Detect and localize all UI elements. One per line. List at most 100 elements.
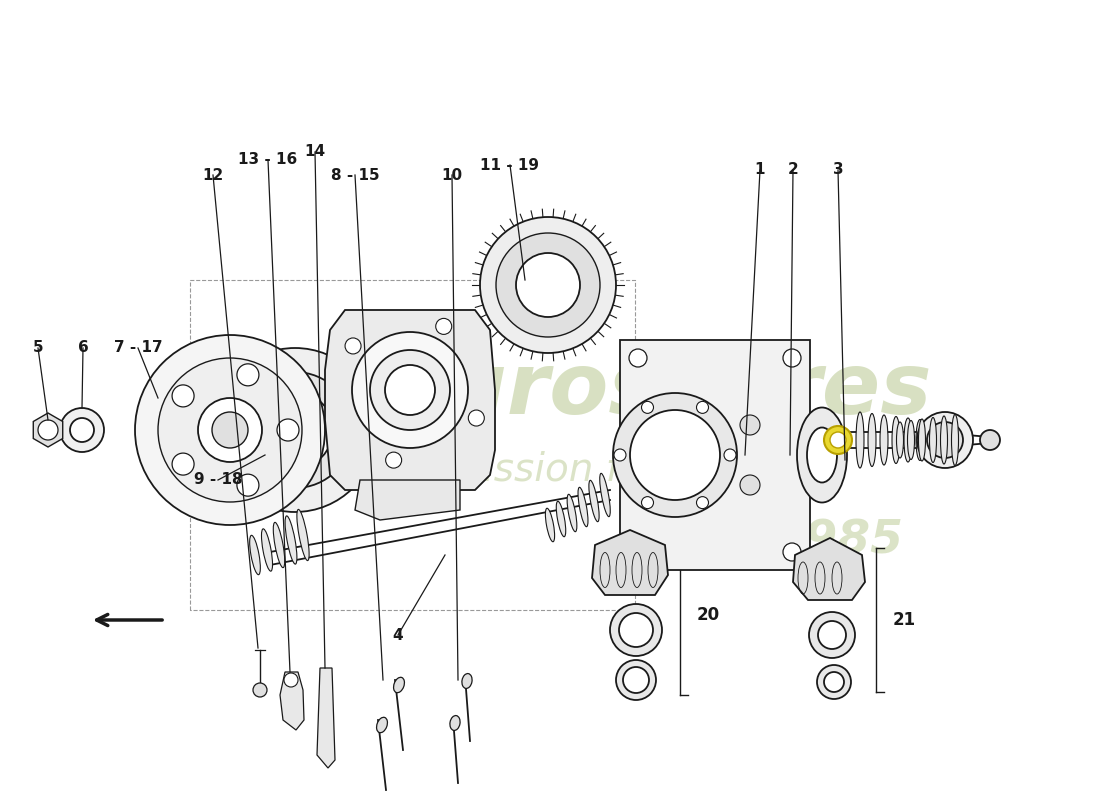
Circle shape bbox=[213, 348, 377, 512]
Ellipse shape bbox=[896, 422, 903, 458]
Circle shape bbox=[236, 474, 258, 496]
Ellipse shape bbox=[916, 419, 924, 461]
Text: 4: 4 bbox=[393, 627, 404, 642]
Ellipse shape bbox=[557, 502, 565, 537]
Ellipse shape bbox=[908, 421, 914, 459]
Ellipse shape bbox=[807, 427, 837, 482]
Ellipse shape bbox=[376, 718, 387, 733]
Ellipse shape bbox=[578, 487, 588, 526]
Polygon shape bbox=[793, 538, 865, 600]
Circle shape bbox=[927, 422, 962, 458]
Circle shape bbox=[158, 358, 302, 502]
Polygon shape bbox=[355, 480, 460, 520]
Circle shape bbox=[172, 453, 194, 475]
Text: since 1985: since 1985 bbox=[617, 518, 903, 562]
Circle shape bbox=[783, 543, 801, 561]
Ellipse shape bbox=[600, 474, 610, 517]
Circle shape bbox=[824, 672, 844, 692]
Ellipse shape bbox=[930, 418, 936, 462]
Ellipse shape bbox=[798, 407, 847, 502]
Text: a passion for parts: a passion for parts bbox=[409, 451, 771, 489]
Circle shape bbox=[253, 683, 267, 697]
Ellipse shape bbox=[940, 416, 947, 464]
Circle shape bbox=[39, 420, 58, 440]
Circle shape bbox=[629, 543, 647, 561]
Circle shape bbox=[830, 432, 846, 448]
Ellipse shape bbox=[546, 508, 554, 542]
Ellipse shape bbox=[394, 678, 405, 693]
Text: 3: 3 bbox=[833, 162, 844, 178]
Polygon shape bbox=[592, 530, 668, 595]
Circle shape bbox=[60, 408, 104, 452]
Circle shape bbox=[436, 318, 452, 334]
Circle shape bbox=[818, 621, 846, 649]
Ellipse shape bbox=[273, 522, 285, 568]
Circle shape bbox=[917, 412, 974, 468]
Circle shape bbox=[613, 393, 737, 517]
Circle shape bbox=[629, 349, 647, 367]
Circle shape bbox=[236, 372, 353, 488]
Circle shape bbox=[345, 338, 361, 354]
Circle shape bbox=[740, 415, 760, 435]
Ellipse shape bbox=[285, 516, 297, 564]
Circle shape bbox=[696, 402, 708, 414]
Text: 6: 6 bbox=[78, 341, 88, 355]
Text: 12: 12 bbox=[202, 167, 223, 182]
Text: 2: 2 bbox=[788, 162, 799, 178]
Polygon shape bbox=[317, 668, 336, 768]
Text: 1: 1 bbox=[755, 162, 766, 178]
Circle shape bbox=[212, 412, 248, 448]
Polygon shape bbox=[33, 413, 63, 447]
Circle shape bbox=[386, 452, 402, 468]
Ellipse shape bbox=[462, 674, 472, 689]
Ellipse shape bbox=[928, 421, 936, 459]
Ellipse shape bbox=[568, 494, 576, 532]
Circle shape bbox=[980, 430, 1000, 450]
Text: eurospares: eurospares bbox=[387, 349, 933, 431]
Circle shape bbox=[496, 233, 600, 337]
Ellipse shape bbox=[868, 414, 876, 466]
Circle shape bbox=[740, 475, 760, 495]
Ellipse shape bbox=[952, 414, 958, 466]
Circle shape bbox=[630, 410, 720, 500]
Ellipse shape bbox=[450, 715, 460, 730]
Circle shape bbox=[236, 364, 258, 386]
Circle shape bbox=[641, 402, 653, 414]
Text: 7 - 17: 7 - 17 bbox=[113, 341, 163, 355]
Circle shape bbox=[516, 253, 580, 317]
Circle shape bbox=[824, 426, 852, 454]
Text: 5: 5 bbox=[33, 341, 43, 355]
Text: 14: 14 bbox=[305, 145, 326, 159]
Circle shape bbox=[284, 673, 298, 687]
Circle shape bbox=[198, 398, 262, 462]
Polygon shape bbox=[280, 672, 304, 730]
Circle shape bbox=[641, 497, 653, 509]
Circle shape bbox=[623, 667, 649, 693]
Circle shape bbox=[135, 335, 324, 525]
Circle shape bbox=[619, 613, 653, 647]
Ellipse shape bbox=[297, 510, 309, 561]
Circle shape bbox=[385, 365, 435, 415]
Text: 9 - 18: 9 - 18 bbox=[194, 473, 242, 487]
Text: 13 - 16: 13 - 16 bbox=[239, 153, 298, 167]
Polygon shape bbox=[324, 310, 495, 490]
Text: 8 - 15: 8 - 15 bbox=[331, 167, 379, 182]
Circle shape bbox=[370, 350, 450, 430]
Circle shape bbox=[808, 612, 855, 658]
Text: 11 - 19: 11 - 19 bbox=[481, 158, 539, 173]
Circle shape bbox=[257, 392, 333, 468]
Circle shape bbox=[352, 332, 468, 448]
Circle shape bbox=[277, 419, 299, 441]
Ellipse shape bbox=[856, 412, 864, 468]
Ellipse shape bbox=[262, 529, 273, 571]
Ellipse shape bbox=[918, 419, 925, 461]
Circle shape bbox=[469, 410, 484, 426]
Circle shape bbox=[616, 660, 656, 700]
Circle shape bbox=[610, 604, 662, 656]
Ellipse shape bbox=[892, 417, 900, 463]
Circle shape bbox=[480, 217, 616, 353]
Ellipse shape bbox=[880, 415, 888, 465]
Polygon shape bbox=[620, 340, 810, 570]
Circle shape bbox=[817, 665, 851, 699]
Circle shape bbox=[783, 349, 801, 367]
